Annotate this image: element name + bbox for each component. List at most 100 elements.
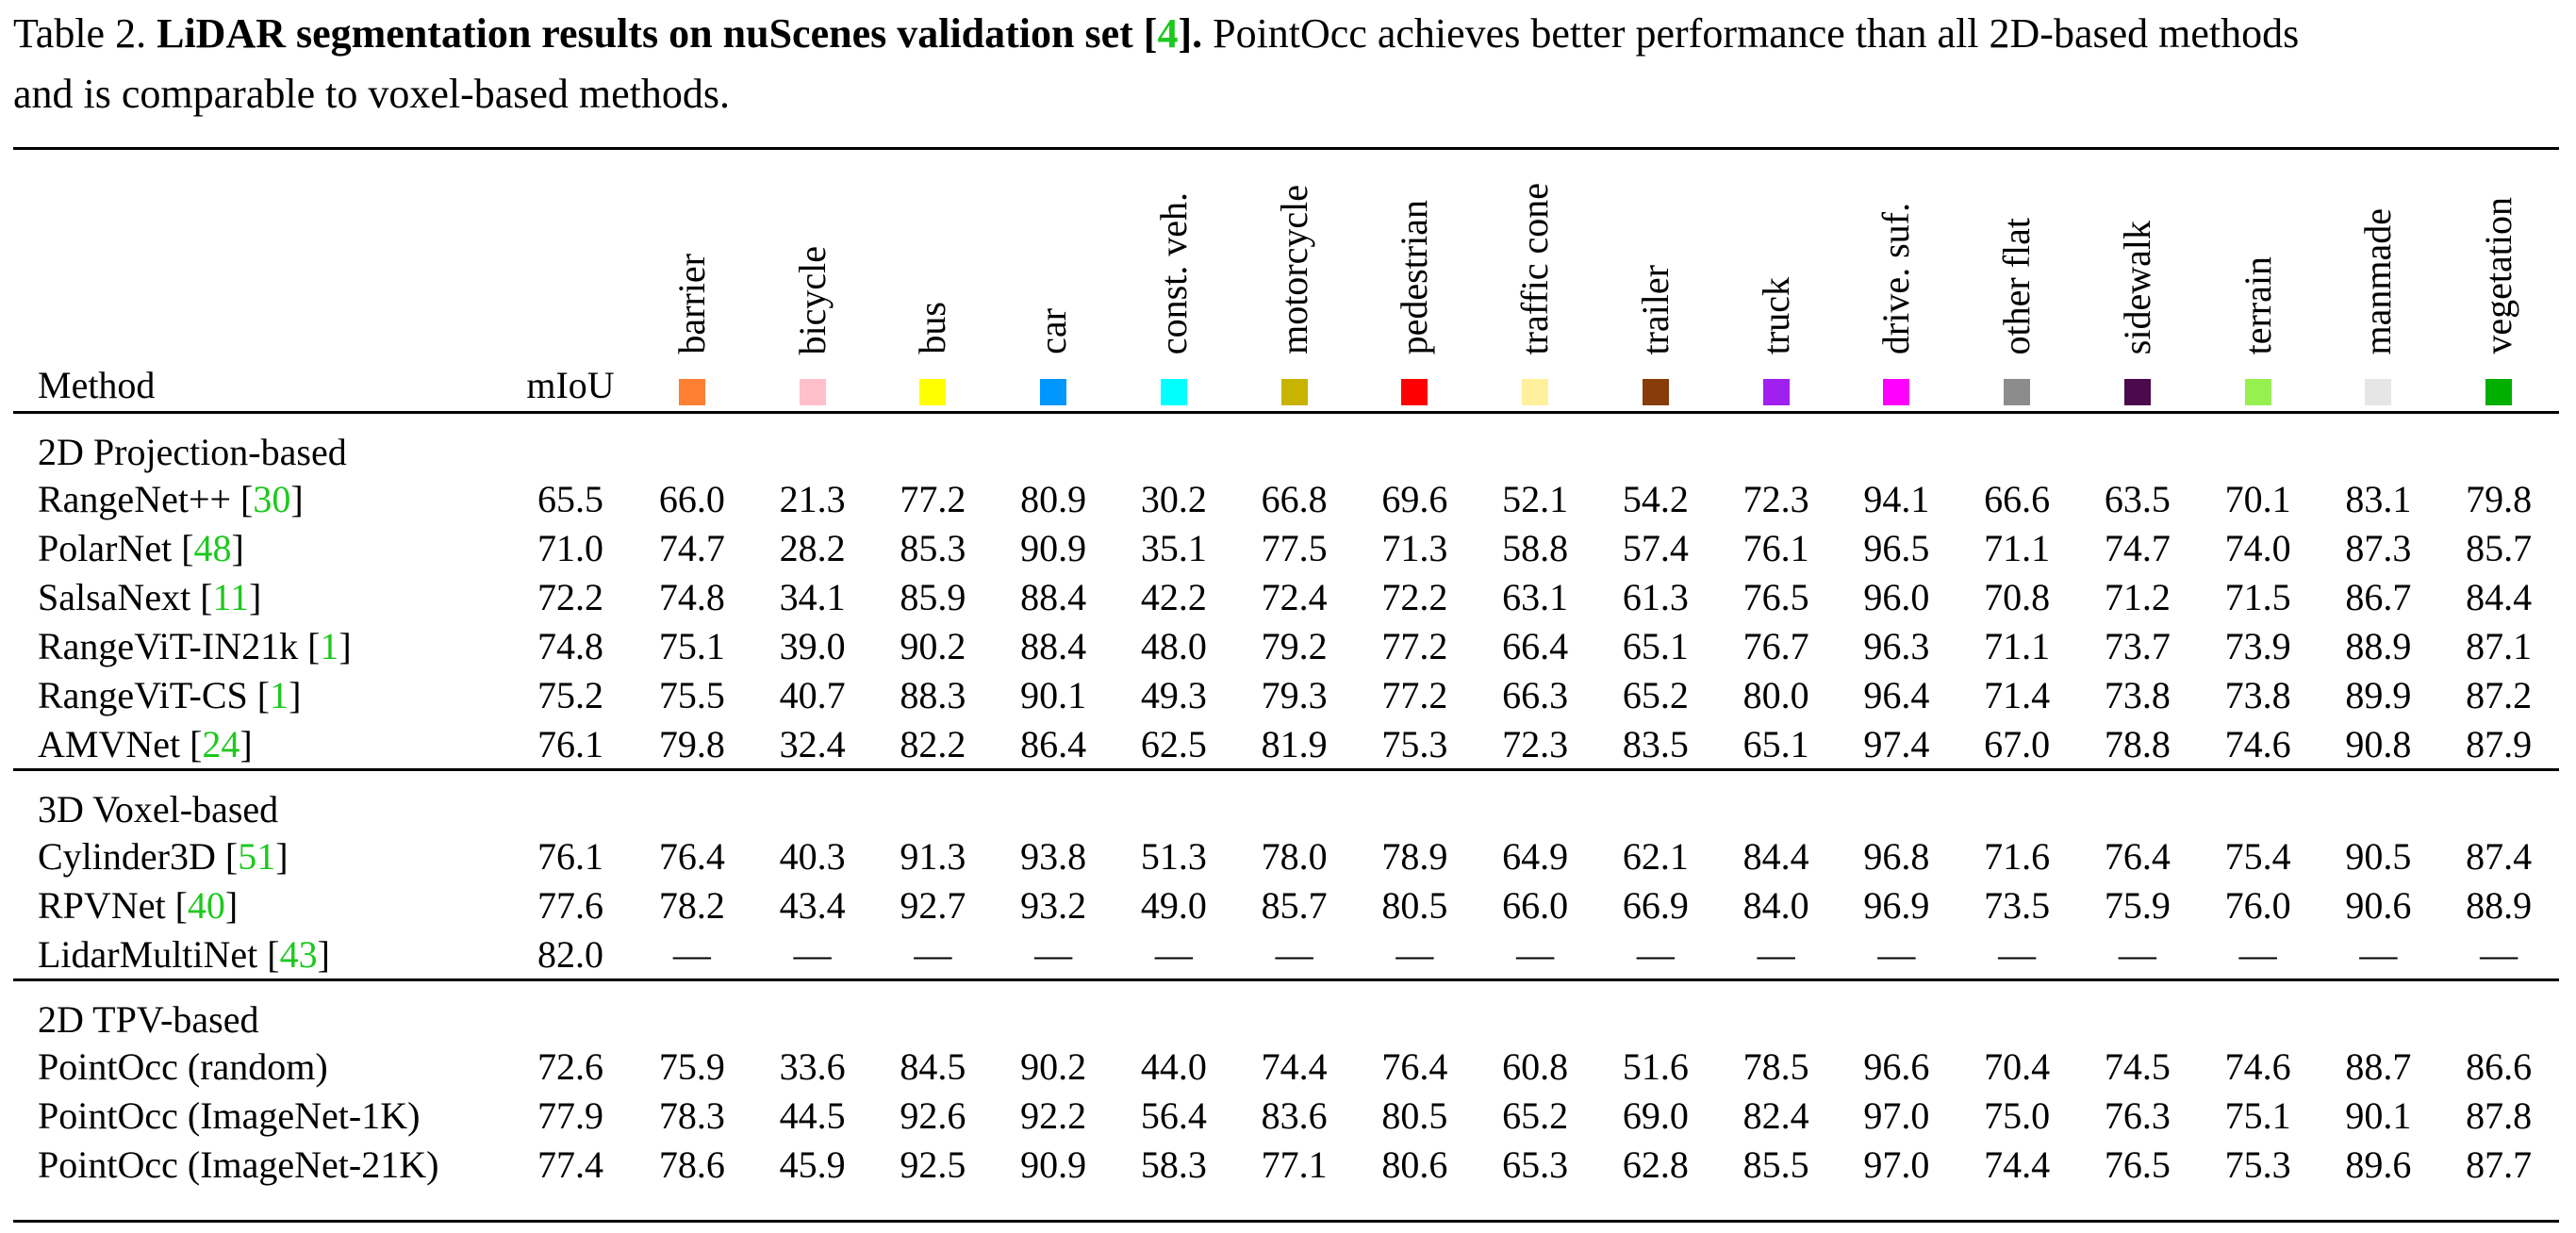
class-value: 97.4: [1863, 722, 1930, 765]
top-rule: [13, 147, 2559, 150]
class-value: 82.4: [1742, 1093, 1809, 1137]
class-value: 96.5: [1863, 526, 1930, 569]
class-value: 85.7: [2466, 526, 2533, 569]
miou-value: 77.6: [537, 883, 603, 927]
class-color-swatch: [1522, 379, 1549, 405]
class-value: 58.3: [1140, 1143, 1207, 1186]
class-value: —: [1516, 932, 1555, 976]
citation-link[interactable]: 1: [320, 624, 339, 667]
class-value: —: [2480, 932, 2518, 976]
class-value: 73.7: [2104, 624, 2171, 667]
miou-value: 74.8: [537, 624, 603, 667]
class-label: other flat: [1995, 217, 2039, 355]
group-title: 3D Voxel-based: [38, 788, 279, 830]
caption-citation-link[interactable]: 4: [1157, 10, 1179, 57]
class-value: 69.6: [1381, 477, 1448, 520]
class-value: 32.4: [779, 722, 846, 765]
class-value: 91.3: [900, 834, 966, 878]
class-value: 80.5: [1381, 883, 1448, 927]
miou-value: 82.0: [537, 932, 603, 976]
miou-value: 77.9: [537, 1093, 603, 1137]
class-header-motorcycle: motorcycle: [1234, 151, 1355, 413]
method-column-header: Method: [38, 364, 156, 406]
citation-link[interactable]: 1: [270, 673, 289, 716]
citation-link[interactable]: 40: [187, 883, 225, 927]
class-value: 57.4: [1622, 526, 1689, 569]
class-value: 84.5: [900, 1044, 966, 1088]
citation-link[interactable]: 51: [238, 834, 276, 878]
class-value: 40.3: [779, 834, 846, 878]
class-value: 67.0: [1984, 722, 2051, 765]
class-value: 83.5: [1622, 722, 1689, 765]
class-value: 56.4: [1140, 1093, 1207, 1137]
class-value: —: [1998, 932, 2037, 976]
class-value: 39.0: [779, 624, 846, 667]
citation-link[interactable]: 11: [212, 575, 250, 618]
class-value: 44.5: [779, 1093, 846, 1137]
class-value: 66.6: [1984, 477, 2051, 520]
class-value: 45.9: [779, 1143, 846, 1186]
class-header-manmade: manmade: [2319, 151, 2439, 413]
class-value: 52.1: [1502, 477, 1569, 520]
class-value: 90.8: [2345, 722, 2412, 765]
class-value: 66.8: [1261, 477, 1328, 520]
class-value: 76.4: [2104, 834, 2171, 878]
class-label: sidewalk: [2115, 220, 2158, 354]
miou-value: 72.2: [537, 575, 603, 618]
class-value: 75.9: [2104, 883, 2171, 927]
group-title: 2D Projection-based: [38, 431, 347, 473]
class-value: 93.8: [1020, 834, 1087, 878]
class-value: 76.4: [658, 834, 725, 878]
class-value: 84.4: [1742, 834, 1809, 878]
class-value: 81.9: [1261, 722, 1328, 765]
class-value: —: [1154, 932, 1193, 976]
miou-value: 71.0: [537, 526, 603, 569]
class-value: 62.5: [1140, 722, 1207, 765]
citation-link[interactable]: 24: [202, 722, 240, 765]
class-value: 66.3: [1502, 673, 1569, 716]
class-value: 90.9: [1020, 526, 1087, 569]
citation-link[interactable]: 43: [279, 932, 318, 976]
class-value: 87.9: [2466, 722, 2533, 765]
method-name: PointOcc (ImageNet-1K): [38, 1093, 421, 1137]
table-row: SalsaNext [11] 72.2 74.8 34.1 85.9 88.4 42.2 72…: [13, 572, 2559, 621]
class-value: —: [2118, 932, 2156, 976]
section-rule: [13, 411, 2559, 415]
class-value: 62.1: [1622, 834, 1689, 878]
method-name: SalsaNext [11]: [38, 575, 262, 618]
class-value: 78.5: [1742, 1044, 1809, 1088]
class-value: 90.5: [2345, 834, 2412, 878]
class-value: 74.0: [2224, 526, 2291, 569]
class-value: 97.0: [1863, 1093, 1930, 1137]
class-value: 44.0: [1140, 1044, 1207, 1088]
class-value: 66.4: [1502, 624, 1569, 667]
class-value: 88.4: [1020, 575, 1087, 618]
method-name: RangeViT-IN21k [1]: [38, 624, 352, 667]
class-value: 79.3: [1261, 673, 1328, 716]
group-header-row: 3D Voxel-based: [13, 771, 2559, 831]
citation-link[interactable]: 30: [253, 477, 291, 520]
class-value: 90.6: [2345, 883, 2412, 927]
class-label: motorcycle: [1272, 185, 1315, 354]
class-value: 90.1: [1020, 673, 1087, 716]
class-value: 76.4: [1381, 1044, 1448, 1088]
class-label: manmade: [2356, 207, 2400, 355]
citation-link[interactable]: 48: [193, 526, 232, 569]
class-label: const. veh.: [1151, 191, 1195, 354]
class-header-bicycle: bicycle: [752, 151, 873, 413]
class-value: 80.5: [1381, 1093, 1448, 1137]
class-value: 80.6: [1381, 1143, 1448, 1186]
class-value: 78.2: [658, 883, 725, 927]
class-value: 71.1: [1984, 624, 2051, 667]
class-value: 97.0: [1863, 1143, 1930, 1186]
class-label: barrier: [669, 254, 713, 354]
class-label: traffic cone: [1513, 182, 1557, 354]
class-value: 75.1: [2224, 1093, 2291, 1137]
class-value: 75.1: [658, 624, 725, 667]
class-value: 72.3: [1502, 722, 1569, 765]
class-header-drive-suf: drive. suf.: [1837, 151, 1957, 413]
class-value: 78.0: [1261, 834, 1328, 878]
class-label: drive. suf.: [1874, 202, 1918, 354]
class-header-sidewalk: sidewalk: [2077, 151, 2198, 413]
